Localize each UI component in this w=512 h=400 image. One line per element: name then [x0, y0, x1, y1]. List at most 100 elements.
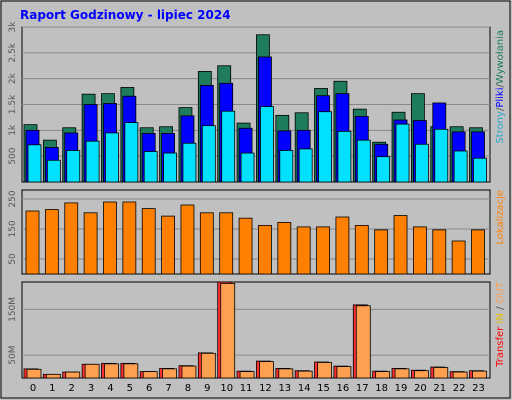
bar-lokalizacje-h21 — [432, 229, 447, 275]
bar-strony-h3 — [85, 140, 100, 183]
bar-lokalizacje-h17 — [354, 224, 369, 275]
bar-lokalizacje-h14 — [296, 226, 311, 275]
x-tick-label: 16 — [337, 383, 350, 394]
bar-transfer-out-h21 — [433, 367, 449, 379]
x-tick-label: 18 — [375, 383, 388, 394]
x-tick-label: 12 — [259, 383, 272, 394]
x-tick-label: 15 — [317, 383, 330, 394]
bar-transfer-out-h10 — [220, 282, 236, 379]
bar-lokalizacje-h8 — [180, 204, 195, 275]
panel-transfer: 50M 150M — [8, 281, 491, 379]
bar-lokalizacje-h3 — [83, 212, 98, 275]
bar-lokalizacje-h13 — [277, 221, 292, 275]
bar-transfer-out-h19 — [394, 368, 410, 379]
bar-lokalizacje-h2 — [64, 202, 79, 275]
bar-strony-h15 — [318, 111, 332, 183]
bar-strony-h14 — [298, 148, 313, 183]
bar-strony-h9 — [201, 125, 216, 183]
legend-out: OUT — [495, 281, 506, 303]
panel-visits: 50 150 250 — [8, 189, 491, 275]
x-tick-label: 2 — [69, 383, 75, 394]
bar-strony-h21 — [434, 128, 449, 183]
bar-lokalizacje-h23 — [471, 229, 485, 275]
panel-hits: 500 1k 1.5k 2k 2.5k 3k — [8, 21, 491, 183]
bar-transfer-out-h4 — [104, 363, 119, 379]
legend-sep-1: / — [495, 107, 506, 111]
0-tick-label: 2.5k — [8, 42, 18, 62]
x-tick-label: 10 — [220, 383, 233, 394]
legend-transfer: Transfer IN / OUT — [495, 281, 506, 368]
x-tick-label: 8 — [185, 383, 191, 394]
bar-transfer-out-h7 — [162, 368, 177, 379]
bar-strony-h7 — [163, 152, 177, 183]
bar-strony-h13 — [279, 150, 294, 183]
bar-lokalizacje-h4 — [103, 201, 117, 275]
bar-transfer-out-h15 — [317, 362, 332, 379]
bar-lokalizacje-h15 — [316, 226, 330, 275]
bar-strony-h22 — [453, 150, 468, 183]
bar-transfer-out-h22 — [452, 371, 468, 379]
bar-lokalizacje-h5 — [122, 201, 137, 275]
0-tick-label: 500 — [8, 147, 18, 164]
legend-transfer-label: Transfer — [495, 326, 506, 368]
bar-strony-h23 — [473, 157, 487, 183]
bar-transfer-out-h14 — [297, 370, 313, 379]
bar-transfer-out-h1 — [45, 373, 61, 379]
bar-transfer-out-h18 — [375, 371, 391, 379]
bar-lokalizacje-h9 — [199, 212, 214, 275]
x-tick-label: 5 — [127, 383, 133, 394]
bar-transfer-out-h11 — [239, 371, 255, 379]
bar-lokalizacje-h22 — [451, 240, 466, 275]
bar-lokalizacje-h19 — [393, 215, 408, 275]
x-tick-label: 9 — [204, 383, 210, 394]
bar-lokalizacje-h7 — [161, 215, 175, 275]
bar-transfer-out-h0 — [26, 368, 42, 379]
bar-strony-h20 — [414, 143, 429, 183]
bar-lokalizacje-h1 — [44, 209, 59, 275]
x-tick-label: 19 — [395, 383, 408, 394]
bar-lokalizacje-h10 — [219, 212, 234, 275]
legend-strony: Strony — [495, 111, 506, 144]
bar-transfer-out-h3 — [84, 363, 100, 379]
0-tick-label: 2k — [8, 72, 18, 84]
bar-lokalizacje-h12 — [258, 224, 272, 275]
x-tick-label: 4 — [107, 383, 113, 394]
visits-plot-area — [21, 189, 491, 275]
legend-pliki: Pliki — [495, 88, 506, 108]
legend-in: IN — [495, 313, 506, 323]
bar-lokalizacje-h20 — [412, 226, 427, 275]
0-tick-label: 1.5k — [8, 94, 18, 114]
bar-transfer-out-h17 — [355, 305, 371, 379]
x-tick-label: 1 — [49, 383, 55, 394]
1-tick-label: 150 — [8, 220, 18, 237]
x-tick-label: 13 — [278, 383, 291, 394]
0-tick-label: 3k — [8, 21, 18, 33]
x-tick-label: 11 — [240, 383, 253, 394]
0-tick-label: 1k — [8, 124, 18, 136]
x-tick-label: 20 — [414, 383, 427, 394]
bar-strony-h5 — [124, 122, 139, 183]
bar-transfer-out-h2 — [65, 371, 81, 379]
bar-strony-h2 — [66, 150, 81, 183]
2-tick-label: 150M — [8, 297, 18, 322]
legend-wywolania: Wywołania — [495, 30, 506, 84]
x-tick-label: 21 — [433, 383, 446, 394]
x-axis-labels: 0 1 2 3 4 5 6 7 8 9 10 11 12 13 14 15 16 17 18 19 20 21 22 23 — [30, 383, 485, 394]
bar-strony-h17 — [356, 139, 371, 183]
transfer-plot-area — [21, 281, 491, 379]
x-tick-label: 17 — [356, 383, 369, 394]
legend-sep-3: / — [495, 306, 506, 310]
x-tick-label: 22 — [453, 383, 466, 394]
legend-visits: Lokalizacje — [495, 190, 506, 245]
bar-transfer-out-h13 — [278, 368, 294, 379]
bar-strony-h19 — [395, 123, 410, 183]
bar-strony-h1 — [46, 159, 61, 183]
bar-lokalizacje-h16 — [335, 216, 350, 275]
legend-hits: Strony/Pliki/Wywołania — [495, 30, 506, 144]
legend-sep-2: / — [495, 84, 506, 88]
bar-strony-h16 — [337, 130, 352, 183]
bar-lokalizacje-h6 — [141, 208, 156, 275]
bar-transfer-out-h5 — [123, 363, 139, 379]
